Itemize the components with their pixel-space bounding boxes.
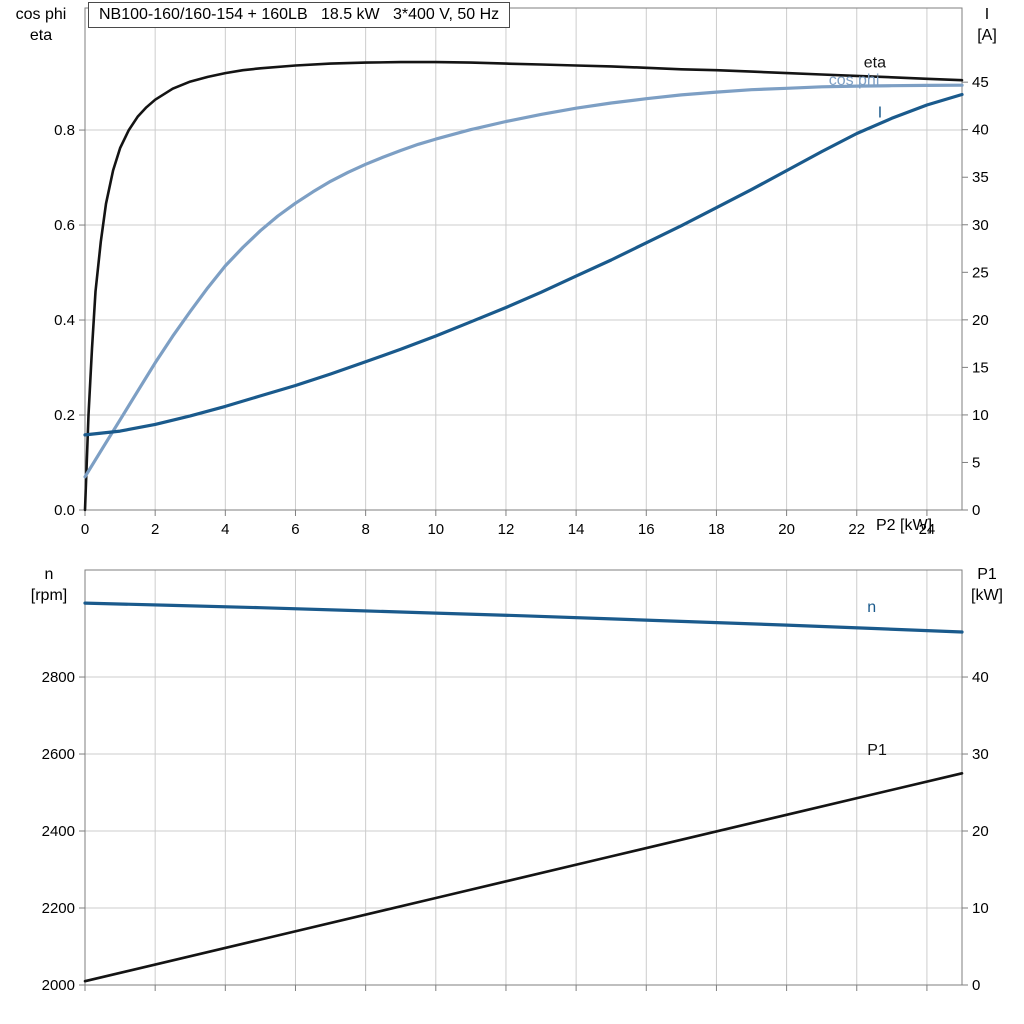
top-left-axis-title: cos phi eta — [0, 4, 82, 46]
svg-text:2000: 2000 — [42, 977, 75, 994]
svg-text:2800: 2800 — [42, 669, 75, 686]
svg-text:20: 20 — [972, 312, 989, 329]
curve-label-cos-phi: cos phi — [829, 72, 880, 89]
svg-text:10: 10 — [972, 900, 989, 917]
svg-text:20: 20 — [972, 823, 989, 840]
svg-text:0: 0 — [972, 977, 980, 994]
svg-text:0.6: 0.6 — [54, 217, 75, 234]
svg-text:4: 4 — [221, 521, 229, 538]
axis-title-cosphi: cos phi — [15, 6, 67, 23]
svg-text:0: 0 — [81, 521, 89, 538]
axis-title-speed: n — [44, 566, 54, 583]
svg-text:0.0: 0.0 — [54, 502, 75, 519]
svg-text:30: 30 — [972, 746, 989, 763]
axis-title-eta: eta — [29, 27, 53, 44]
svg-text:2600: 2600 — [42, 746, 75, 763]
svg-text:24: 24 — [919, 521, 936, 538]
svg-text:0.4: 0.4 — [54, 312, 75, 329]
svg-text:8: 8 — [361, 521, 369, 538]
bottom-left-axis-title: n [rpm] — [8, 564, 90, 606]
svg-text:20: 20 — [778, 521, 795, 538]
svg-text:40: 40 — [972, 122, 989, 139]
bottom-chart: 2000 2200 2400 2600 2800 0 10 20 30 40 n P1 — [42, 569, 989, 994]
chart-title: NB100-160/160-154 + 160LB 18.5 kW 3*400 … — [88, 2, 511, 28]
x-axis-title: P2 [kW] — [876, 517, 933, 534]
svg-text:45: 45 — [972, 74, 989, 91]
svg-text:16: 16 — [638, 521, 655, 538]
svg-text:12: 12 — [498, 521, 515, 538]
svg-text:30: 30 — [972, 217, 989, 234]
svg-text:15: 15 — [972, 359, 989, 376]
svg-text:2400: 2400 — [42, 823, 75, 840]
svg-text:2200: 2200 — [42, 900, 75, 917]
svg-text:2: 2 — [151, 521, 159, 538]
svg-text:18: 18 — [708, 521, 725, 538]
curve-eta — [83, 60, 964, 512]
top-chart: 0 2 4 6 8 10 12 14 16 18 20 22 240.00.20.40.60.80510… — [54, 7, 989, 538]
svg-text:0.8: 0.8 — [54, 122, 75, 139]
axis-title-p1-unit: [kW] — [971, 587, 1003, 604]
axis-title-current: I — [984, 6, 990, 23]
svg-text:5: 5 — [972, 454, 980, 471]
curve-P1 — [83, 772, 964, 983]
curve-label-I: I — [878, 104, 882, 121]
curve-label-P1: P1 — [867, 742, 887, 759]
curve-label-eta: eta — [864, 54, 886, 71]
svg-text:25: 25 — [972, 264, 989, 281]
svg-text:6: 6 — [291, 521, 299, 538]
curve-n — [83, 601, 964, 634]
svg-text:35: 35 — [972, 169, 989, 186]
svg-text:22: 22 — [848, 521, 865, 538]
axis-title-speed-unit: [rpm] — [30, 587, 68, 604]
bottom-right-axis-title: P1 [kW] — [954, 564, 1020, 606]
svg-text:10: 10 — [972, 407, 989, 424]
svg-text:40: 40 — [972, 669, 989, 686]
curve-cos-phi — [83, 83, 964, 479]
axis-title-current-unit: [A] — [977, 27, 997, 44]
svg-text:14: 14 — [568, 521, 585, 538]
top-right-axis-title: I [A] — [956, 4, 1018, 46]
svg-text:10: 10 — [427, 521, 444, 538]
curve-I — [83, 92, 964, 437]
svg-text:0.2: 0.2 — [54, 407, 75, 424]
curve-label-n: n — [867, 599, 876, 616]
svg-text:0: 0 — [972, 502, 980, 519]
axis-title-p1: P1 — [977, 566, 997, 583]
